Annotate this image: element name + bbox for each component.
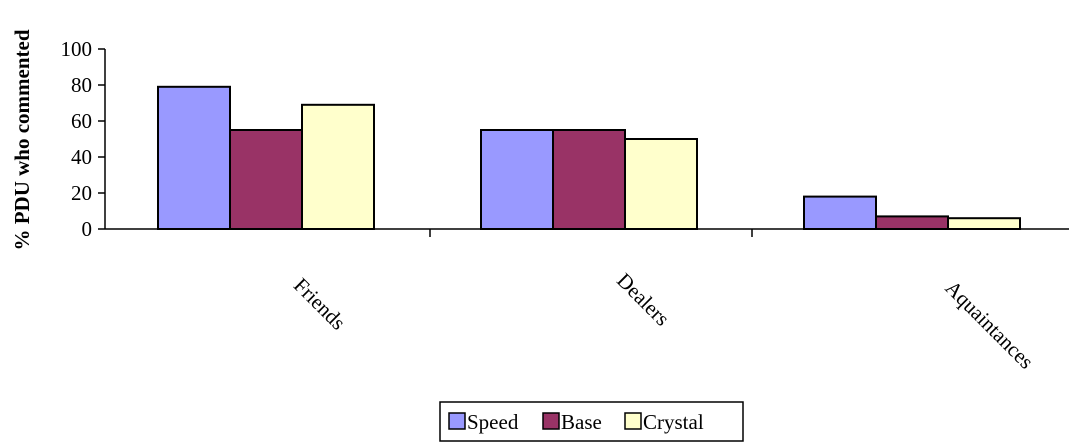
bar-crystal-friends (301, 103, 375, 230)
bar-speed-dealers (480, 129, 554, 230)
bar-base-dealers (552, 129, 626, 230)
legend-swatch-speed (448, 412, 466, 430)
x-tick-label-aquaintances: Aquaintances (941, 276, 1039, 374)
bar-base-friends (229, 129, 303, 230)
legend-label-crystal: Crystal (643, 410, 704, 434)
legend-swatch-base (542, 412, 560, 430)
x-tick-label-dealers: Dealers (612, 268, 674, 330)
y-tick-label: 60 (71, 109, 92, 133)
y-axis-label-group: % PDU who commented (10, 29, 34, 250)
x-tick-labels: Friends Dealers Aquaintances (289, 268, 1039, 373)
legend-label-base: Base (561, 410, 602, 434)
y-tick-label: 100 (61, 37, 93, 61)
legend-swatch-crystal (624, 412, 642, 430)
legend-label-speed: Speed (467, 410, 519, 434)
y-tick-label: 20 (71, 181, 92, 205)
legend: Speed Base Crystal (439, 401, 744, 442)
bar-speed-aquaintances (803, 195, 877, 231)
bar-crystal-aquaintances (947, 217, 1021, 230)
bar-crystal-dealers (624, 138, 698, 230)
bar-speed-friends (157, 85, 231, 230)
y-tick-label: 80 (71, 73, 92, 97)
y-tick-label: 40 (71, 145, 92, 169)
legend-box (439, 401, 744, 442)
bar-base-aquaintances (875, 215, 949, 230)
axes (98, 48, 1069, 237)
bars (157, 85, 1021, 231)
y-tick-labels: 0 20 40 60 80 100 (61, 37, 93, 241)
y-axis-label: % PDU who commented (10, 29, 34, 250)
y-tick-label: 0 (82, 217, 93, 241)
x-tick-label-friends: Friends (289, 273, 351, 335)
